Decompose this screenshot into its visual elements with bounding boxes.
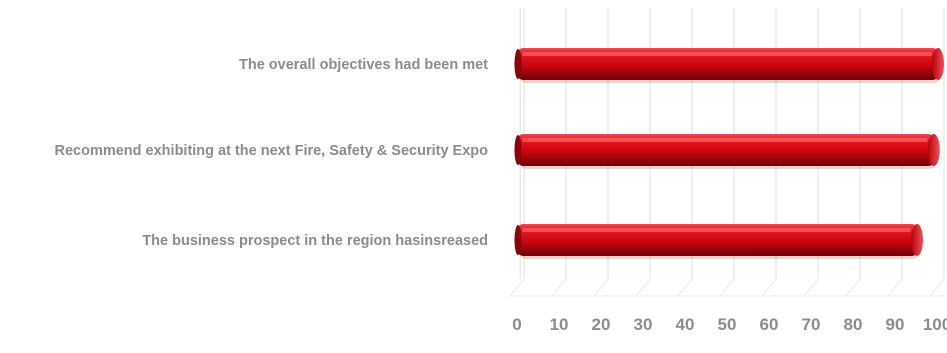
- floor-grid-line: [803, 278, 819, 297]
- floor-grid-line: [929, 278, 945, 297]
- floor-grid-line: [635, 278, 651, 297]
- bars-layer: [514, 48, 944, 259]
- x-tick-label: 30: [634, 315, 653, 334]
- bar-highlight: [522, 138, 928, 142]
- bar-start-cap: [514, 225, 522, 255]
- bar-end-cap: [932, 48, 944, 80]
- category-labels: The overall objectives had been met Recom…: [55, 57, 489, 249]
- bar: [514, 224, 923, 259]
- floor-grid-line: [845, 278, 861, 297]
- floor-grid-line: [509, 278, 525, 297]
- bar-end-cap: [927, 134, 940, 166]
- x-tick-label: 80: [844, 315, 863, 334]
- floor-grid-line: [719, 278, 735, 297]
- floor-grid-line: [551, 278, 567, 297]
- bar: [514, 48, 944, 83]
- floor-grid-line: [677, 278, 693, 297]
- x-tick-label: 0: [512, 315, 521, 334]
- x-tick-label: 90: [886, 315, 905, 334]
- x-tick-label: 40: [676, 315, 695, 334]
- bar-start-cap: [514, 135, 522, 165]
- x-tick-label: 10: [550, 315, 569, 334]
- bar-end-cap: [911, 224, 923, 256]
- category-label: The business prospect in the region hasi…: [142, 233, 488, 249]
- bar-highlight: [522, 52, 932, 56]
- category-label: Recommend exhibiting at the next Fire, S…: [55, 143, 489, 159]
- bar-highlight: [522, 228, 911, 232]
- floor-grid-line: [593, 278, 609, 297]
- x-tick-label: 20: [592, 315, 611, 334]
- floor-grid-line: [887, 278, 903, 297]
- bar: [514, 134, 940, 169]
- x-tick-label: 70: [802, 315, 821, 334]
- x-axis-tick-labels: 0 10 20 30 40 50 60 70 80 90 100: [512, 315, 947, 334]
- category-label: The overall objectives had been met: [239, 57, 488, 73]
- x-tick-label: 100: [923, 315, 947, 334]
- bar-start-cap: [514, 49, 522, 79]
- x-tick-label: 60: [760, 315, 779, 334]
- x-tick-label: 50: [718, 315, 737, 334]
- floor-grid-line: [761, 278, 777, 297]
